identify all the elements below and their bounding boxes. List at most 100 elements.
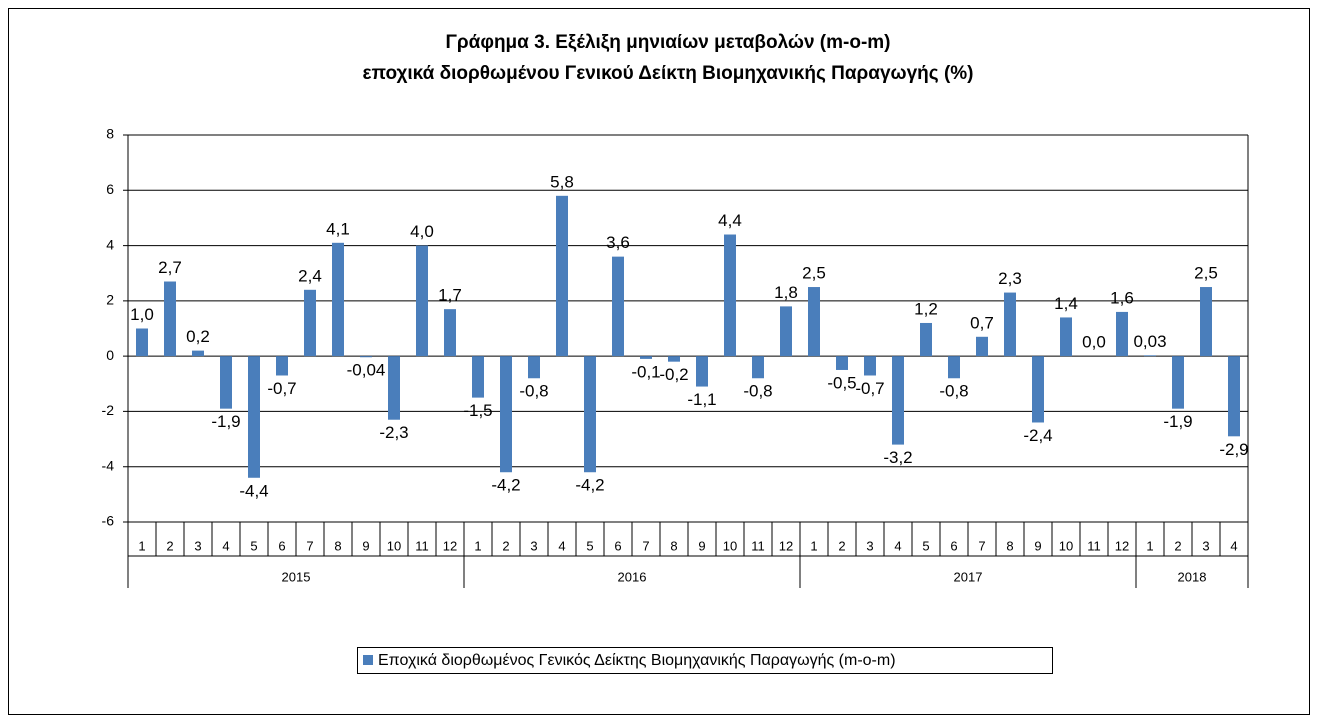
bar [472,356,484,398]
value-label: -1,9 [1163,412,1192,431]
x-tick-label: 9 [1034,538,1041,553]
bar [1200,287,1212,357]
value-label: -2,3 [379,423,408,442]
bar [752,356,764,379]
value-label: -1,1 [687,390,716,409]
chart-title: Γράφημα 3. Εξέλιξη μηνιαίων μεταβολών (m… [446,32,891,53]
value-label: -4,2 [491,476,520,495]
bar [696,356,708,387]
value-label: 2,7 [158,258,182,277]
value-label: -0,1 [631,362,660,381]
bar [584,356,596,473]
bar [640,356,652,359]
bar [444,309,456,357]
bar [248,356,260,478]
bar [724,234,736,357]
legend-swatch [363,655,373,665]
value-label: 2,5 [1194,264,1218,283]
bar [304,289,316,357]
x-tick-label: 9 [362,538,369,553]
bar [1144,355,1156,357]
value-label: 5,8 [550,172,574,191]
x-tick-label: 11 [415,538,429,553]
y-tick-label: -4 [102,457,115,473]
x-tick-label: 10 [387,538,401,553]
value-label: -0,04 [347,361,386,380]
value-label: 2,4 [298,266,322,285]
value-label: -1,5 [463,401,492,420]
year-label: 2017 [954,569,983,584]
bar [220,356,232,409]
value-label: 4,4 [718,211,742,230]
value-label: 1,7 [438,286,462,305]
x-tick-label: 12 [1115,538,1129,553]
value-label: -0,8 [939,382,968,401]
x-tick-label: 7 [306,538,313,553]
bar [864,356,876,376]
y-tick-label: 0 [106,347,114,363]
value-label: -0,5 [827,373,856,392]
value-label: 0,0 [1082,333,1106,352]
bar [332,242,344,357]
bar [164,281,176,357]
bar [976,336,988,357]
x-tick-label: 3 [194,538,201,553]
value-label: -1,9 [211,412,240,431]
bar [276,356,288,376]
value-label: 1,6 [1110,288,1134,307]
legend-box [357,647,1053,674]
x-tick-label: 10 [723,538,737,553]
y-tick-label: 8 [106,126,114,142]
value-label: 4,0 [410,222,434,241]
value-label: -3,2 [883,448,912,467]
value-label: -0,2 [659,365,688,384]
y-tick-label: -2 [102,402,115,418]
x-tick-label: 5 [586,538,593,553]
x-tick-label: 11 [1087,538,1101,553]
value-label: 2,3 [998,269,1022,288]
bar [1228,356,1240,437]
bar [500,356,512,473]
x-tick-label: 6 [278,538,285,553]
bar [1116,311,1128,357]
x-tick-label: 7 [978,538,985,553]
year-label: 2015 [282,569,311,584]
value-label: -0,7 [267,379,296,398]
x-tick-label: 11 [751,538,765,553]
value-label: -0,8 [519,382,548,401]
bar [1032,356,1044,423]
bar [192,350,204,357]
x-tick-label: 2 [838,538,845,553]
value-label: -0,7 [855,379,884,398]
x-tick-label: 6 [614,538,621,553]
x-tick-label: 4 [222,538,229,553]
y-tick-label: 6 [106,181,114,197]
y-tick-label: 4 [106,236,114,252]
bar [388,356,400,420]
year-label: 2016 [618,569,647,584]
bar [948,356,960,379]
x-tick-label: 1 [810,538,817,553]
value-label: 4,1 [326,219,350,238]
x-tick-label: 1 [138,538,145,553]
bar [1060,317,1072,357]
bar [892,356,904,445]
bar [780,306,792,357]
x-tick-label: 12 [443,538,457,553]
x-tick-label: 2 [166,538,173,553]
bar [612,256,624,357]
bar [1172,356,1184,409]
bar [808,287,820,357]
x-tick-label: 4 [558,538,565,553]
bar [1004,292,1016,357]
y-tick-label: 2 [106,292,114,308]
bar [556,195,568,357]
y-tick-label: -6 [102,513,115,529]
value-label: 3,6 [606,233,630,252]
x-tick-label: 10 [1059,538,1073,553]
bar [528,356,540,379]
x-tick-label: 2 [502,538,509,553]
x-tick-label: 4 [1230,538,1237,553]
value-label: 0,2 [186,327,210,346]
x-tick-label: 1 [474,538,481,553]
